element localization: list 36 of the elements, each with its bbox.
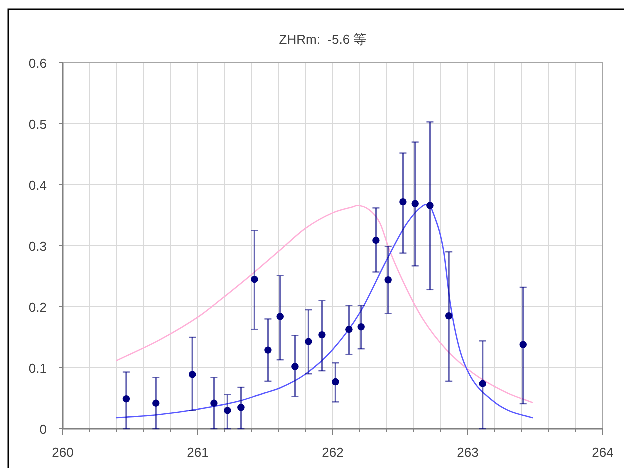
point (292, 363, 299, 370)
x-tick-label: 260 (52, 445, 74, 460)
y-tick-label: 0.6 (28, 56, 47, 71)
point (372, 236, 380, 244)
point (332, 378, 340, 386)
point (520, 341, 527, 348)
point (446, 312, 453, 320)
point (358, 324, 365, 331)
chart-title: ZHRm: -5.6 等 (279, 32, 367, 47)
y-tick-label: 0.3 (28, 239, 47, 254)
x-tick-label: 262 (322, 445, 344, 460)
point (384, 276, 392, 284)
point (122, 396, 130, 403)
point (318, 331, 326, 339)
point (400, 198, 407, 206)
point (251, 276, 258, 284)
y-tick-label: 0 (40, 422, 47, 437)
x-tick-label: 264 (592, 445, 614, 460)
point (238, 404, 245, 412)
point (305, 338, 312, 346)
x-tick-label: 263 (457, 445, 479, 460)
point (224, 407, 232, 414)
point (412, 200, 419, 208)
point (276, 313, 284, 320)
point (479, 380, 486, 388)
y-tick-label: 0.4 (28, 178, 47, 193)
point (210, 400, 218, 407)
point (189, 371, 196, 378)
y-tick-label: 0.5 (28, 117, 47, 132)
point (346, 326, 353, 334)
point (152, 400, 160, 407)
y-tick-label: 0.2 (28, 300, 47, 315)
x-tick-label: 261 (187, 445, 209, 460)
point (426, 202, 434, 210)
y-tick-label: 0.1 (28, 361, 47, 376)
point (264, 346, 272, 354)
